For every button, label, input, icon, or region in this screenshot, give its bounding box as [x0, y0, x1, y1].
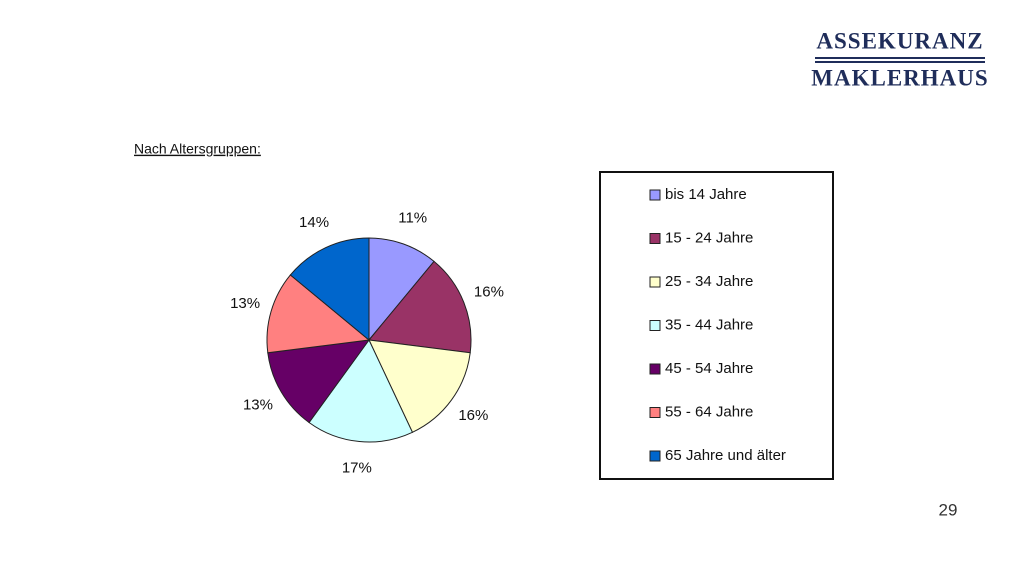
legend-label: 15 - 24 Jahre — [665, 229, 753, 246]
legend-swatch — [649, 407, 661, 418]
pie-slice — [368, 237, 435, 342]
legend-label: bis 14 Jahre — [665, 186, 747, 203]
legend-box — [599, 171, 834, 480]
data-label: 16% — [458, 407, 488, 424]
data-label: 11% — [398, 210, 427, 227]
legend-swatch — [649, 363, 661, 375]
legend-swatch — [649, 233, 661, 244]
legend-label: 55 - 64 Jahre — [665, 403, 753, 420]
logo-line2: MAKLERHAUS — [811, 65, 988, 90]
pie-slice — [267, 339, 371, 424]
legend-swatch — [649, 450, 661, 462]
data-label: 13% — [230, 295, 260, 312]
pie-slice — [289, 237, 370, 342]
data-label: 13% — [243, 397, 273, 414]
pie-slice — [266, 274, 371, 354]
page-number: 29 — [939, 500, 958, 519]
pie-slice — [308, 339, 414, 443]
pie-slice — [368, 260, 472, 354]
pie-slice — [368, 339, 471, 433]
logo-line1: ASSEKURANZ — [816, 28, 983, 53]
legend-label: 25 - 34 Jahre — [665, 273, 753, 290]
legend-swatch — [649, 189, 661, 201]
legend-label: 35 - 44 Jahre — [665, 316, 753, 333]
legend-label: 65 Jahre und älter — [665, 447, 786, 464]
data-label: 16% — [474, 283, 504, 300]
chart-title: Nach Altersgruppen: — [134, 141, 261, 157]
legend-swatch — [649, 320, 661, 331]
data-label: 14% — [299, 214, 329, 231]
legend-swatch — [649, 276, 661, 288]
data-label: 17% — [342, 459, 372, 476]
legend-label: 45 - 54 Jahre — [665, 360, 753, 377]
